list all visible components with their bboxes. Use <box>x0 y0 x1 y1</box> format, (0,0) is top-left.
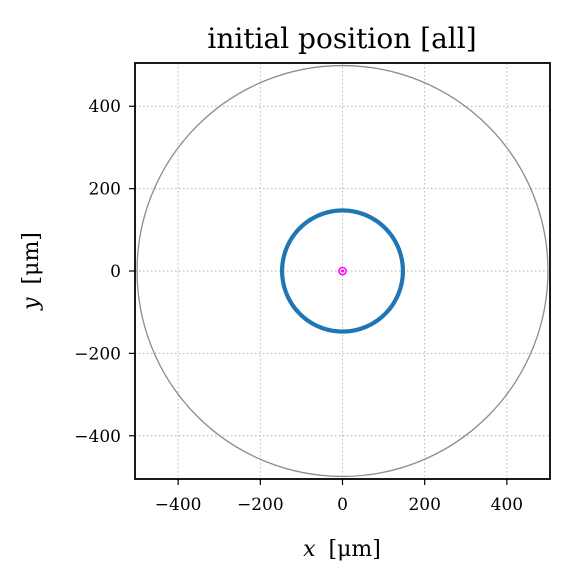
x-axis-variable: x <box>303 537 316 562</box>
center-point-dot <box>341 269 344 273</box>
boundary-circle <box>136 64 549 478</box>
x-tick-label: 400 <box>491 495 523 515</box>
grid <box>135 63 550 479</box>
x-tick-label: 200 <box>408 495 440 515</box>
chart-title: initial position [all] <box>207 22 476 55</box>
x-tick-label: −200 <box>237 495 284 515</box>
y-axis-variable: y <box>19 297 44 311</box>
x-tick-label: −400 <box>155 495 202 515</box>
y-tick-label: 0 <box>110 262 121 282</box>
y-tick-label: 200 <box>89 180 121 200</box>
x-axis-label: x [μm] <box>303 537 381 562</box>
ticks: −400 −200 0 200 400 −400 −200 0 200 400 <box>74 97 523 515</box>
y-axis-label: y [μm] <box>19 232 44 311</box>
y-axis-unit: [μm] <box>19 232 44 284</box>
x-tick-label: 0 <box>337 495 348 515</box>
y-tick-label: 400 <box>89 97 121 117</box>
y-tick-label: −200 <box>74 344 121 364</box>
x-axis-unit: [μm] <box>329 537 381 562</box>
y-tick-label: −400 <box>74 427 121 447</box>
ring-point <box>400 269 405 275</box>
center-point <box>338 266 347 276</box>
plot-area <box>136 64 549 478</box>
